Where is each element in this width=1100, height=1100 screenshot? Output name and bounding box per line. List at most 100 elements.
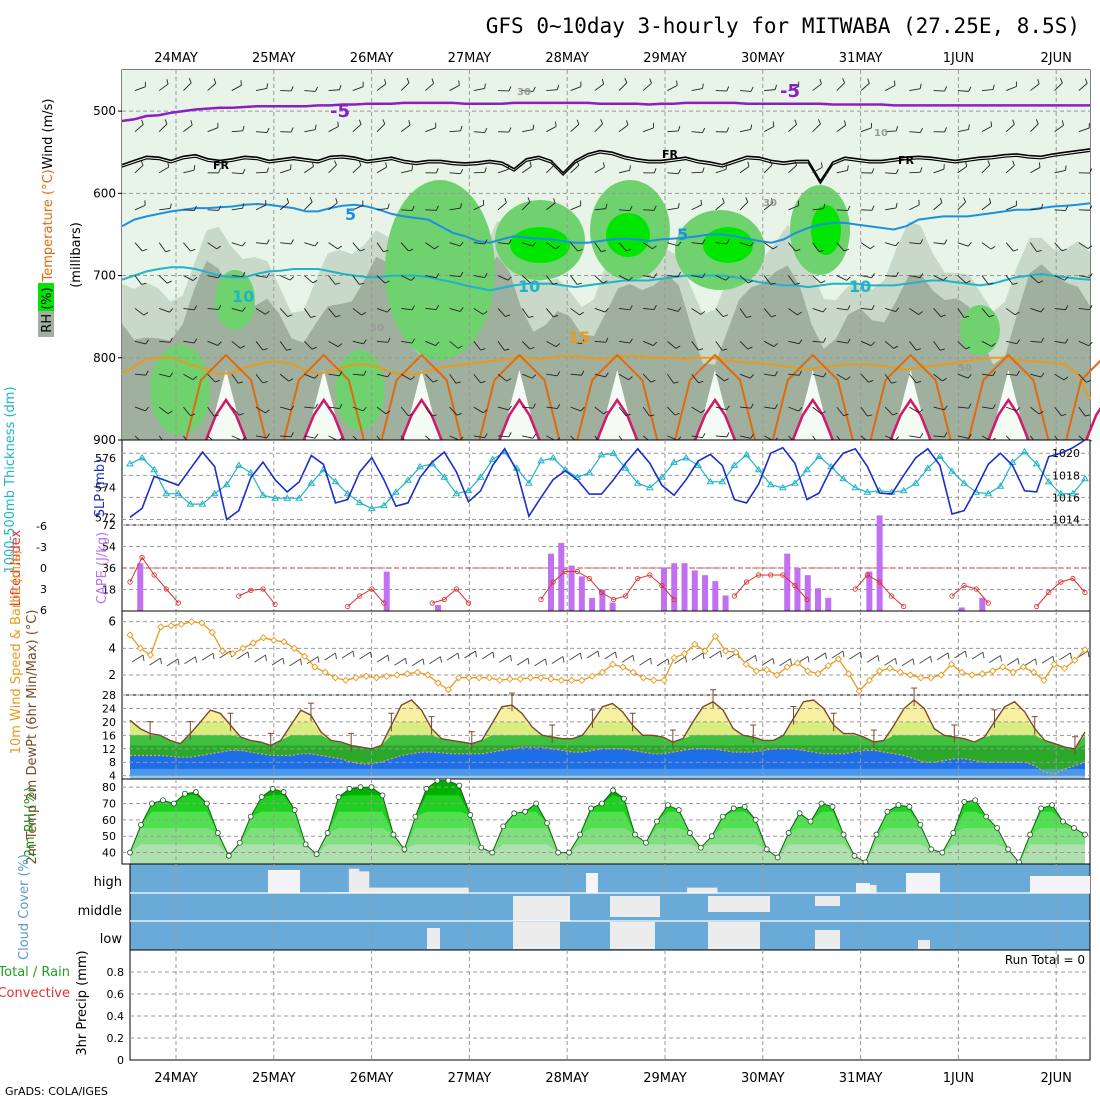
wind-barb [158, 406, 169, 415]
top-date-axis: 24MAY 25MAY 26MAY 27MAY 28MAY 29MAY 30MAY 31MAY… [154, 51, 1072, 66]
wind-barb-flag [484, 239, 488, 245]
wind-barb [812, 242, 820, 252]
wind-barb [522, 90, 534, 92]
wind-barb-10m [971, 651, 984, 660]
li-point [453, 586, 459, 592]
wind-barb [304, 373, 315, 379]
wind-barb [376, 373, 388, 378]
wind-barb-flag [145, 339, 149, 345]
cloud-middle [708, 896, 770, 912]
wind-barb-flag [193, 338, 198, 344]
precip-tick-label: 0 [117, 1054, 124, 1067]
wind-barb [836, 209, 848, 212]
wind-barb [788, 373, 800, 376]
wind-barb [836, 406, 845, 416]
wind-barb [618, 124, 629, 133]
wind-speed-point [1060, 664, 1069, 672]
contour-label: 10 [849, 277, 871, 296]
wind-barb-flag [266, 167, 270, 173]
wind-barb-flag [532, 241, 537, 247]
thickness-point [839, 474, 848, 482]
wind-barb-flag [241, 241, 246, 247]
wind-speed-point [968, 671, 976, 679]
wind-speed-point [239, 644, 247, 652]
wind-barb-flag [942, 377, 947, 382]
wind-barb [715, 435, 727, 438]
wind-barb-flag [867, 78, 870, 84]
wind-barb-flag [653, 304, 657, 310]
thickness-point [1044, 477, 1053, 485]
thickness-point [126, 459, 134, 467]
wind-barb-10m-flag [772, 658, 775, 665]
wind-barb [159, 208, 171, 211]
wind-barb-flag [602, 280, 608, 284]
wind-barb-10m [866, 655, 879, 663]
wind-barb [473, 204, 484, 211]
li-point [768, 572, 774, 578]
pressure-tick-label: 700 [93, 269, 116, 283]
wind-barb-flag [289, 276, 295, 281]
wind-barb-flag [460, 169, 464, 174]
wind-speed-line [129, 621, 1086, 693]
wind-barb-flag [504, 197, 507, 203]
wind-speed-point [198, 619, 206, 627]
wind-barb-flag [770, 282, 776, 285]
contour-label: 15 [568, 328, 590, 347]
wind-barb-flag [408, 248, 414, 252]
freezing-level-2 [121, 150, 1091, 185]
wind-speed-point [845, 670, 853, 678]
wind-speed-point [557, 676, 565, 684]
wind-barb [159, 373, 171, 378]
cloud-high [706, 887, 718, 893]
wind-barb-flag [702, 239, 706, 245]
wind-barb [522, 129, 534, 133]
rh-point [577, 831, 583, 838]
wind-barb-flag [1038, 411, 1044, 415]
li-point [888, 593, 895, 599]
wind-barb [207, 307, 219, 310]
wind-barb-flag [290, 239, 294, 245]
wind-barb-flag [553, 198, 556, 204]
wind-speed-point [588, 672, 596, 680]
wind-barb-10m [1041, 655, 1054, 664]
wind-barb-flag [915, 348, 922, 351]
wind-barb [788, 86, 799, 91]
wind-barb-flag [750, 86, 754, 92]
wind-speed-point [814, 670, 822, 678]
wind-barb-flag [286, 197, 290, 203]
side-labels: Temperature (°C)Wind (m/s) (millibars) RH … [0, 99, 110, 1056]
cloud-high [448, 887, 459, 893]
wind-barb [739, 242, 751, 247]
rh-point [225, 852, 232, 859]
rh-point [1049, 802, 1055, 809]
wind-barb-10m-flag [265, 654, 267, 662]
thickness-point [682, 453, 690, 461]
wind-barb [473, 131, 485, 133]
wind-speed-point [311, 663, 319, 671]
wind-barb-flag [944, 432, 948, 438]
wind-barb [497, 242, 509, 245]
wind-barb [1030, 208, 1042, 211]
wind-barb [280, 275, 291, 281]
li-point [731, 593, 738, 599]
wind-barb-10m [586, 650, 599, 659]
wind-barb [158, 242, 166, 252]
li-point [623, 593, 629, 599]
rh-green-blob [150, 345, 210, 435]
wind-barb-flag [726, 432, 730, 438]
wind-barb-flag [1089, 205, 1093, 211]
temperature-axis-label-part: 2m Temp 2m DewPt (6hr Min/Max) (°C) [25, 610, 40, 865]
wind-barb-flag [311, 346, 317, 350]
wind-barb-10m [691, 652, 704, 661]
wind-barb-flag [262, 348, 268, 351]
cloud-high [378, 887, 390, 893]
wind-barb-flag [968, 403, 972, 409]
pressure-tick-label: 600 [93, 186, 116, 200]
thickness-point [404, 476, 412, 483]
wind-barb-flag [943, 405, 948, 411]
wind-barb-flag [939, 197, 943, 203]
wind-barb-10m [884, 657, 896, 666]
wind-barb [425, 406, 433, 417]
isotherm-25 [693, 397, 737, 441]
thickness-point [609, 449, 618, 456]
